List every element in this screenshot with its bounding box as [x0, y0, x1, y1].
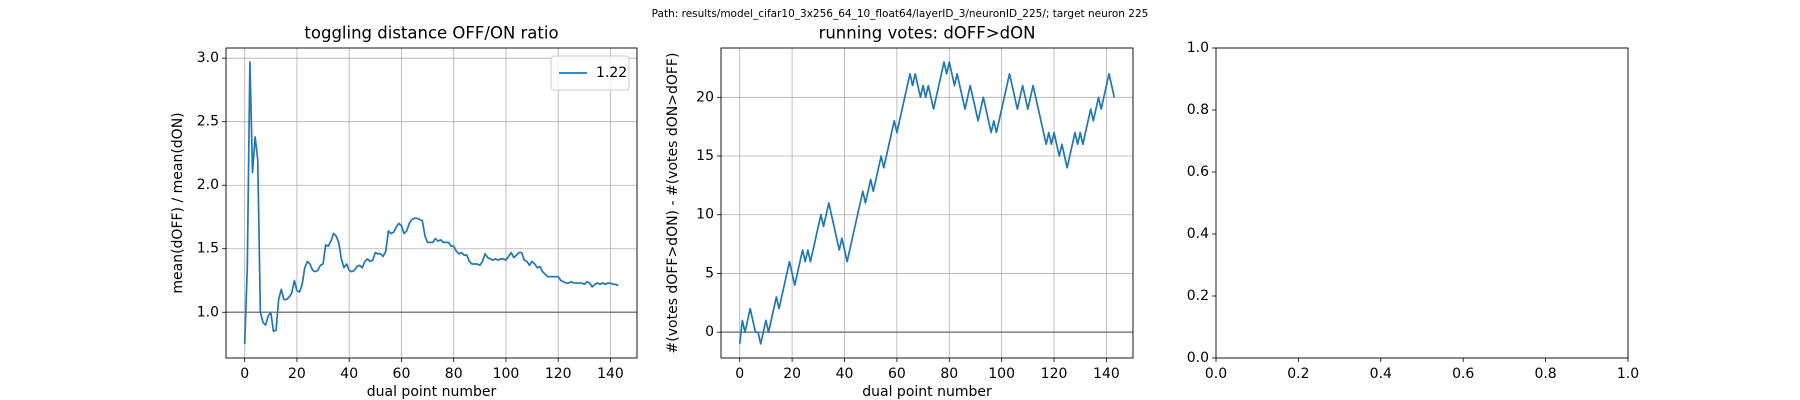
y-tick-label: 0 — [705, 324, 714, 340]
y-tick-label: 0.6 — [1187, 164, 1209, 180]
y-tick-label: 20 — [696, 89, 714, 105]
x-tick-label: 60 — [888, 366, 906, 382]
x-tick-label: 60 — [393, 366, 411, 382]
y-tick-label: 5 — [705, 265, 714, 281]
x-tick-label: 40 — [836, 366, 854, 382]
x-axis-label: dual point number — [862, 384, 992, 400]
x-tick-label: 0.0 — [1205, 366, 1227, 382]
x-tick-label: 1.0 — [1617, 366, 1639, 382]
y-tick-label: 1.0 — [197, 304, 219, 320]
y-tick-label: 0.4 — [1187, 226, 1209, 242]
y-tick-label: 10 — [696, 207, 714, 223]
figure-title: Path: results/model_cifar10_3x256_64_10_… — [652, 8, 1149, 20]
x-axis-label: dual point number — [367, 384, 497, 400]
x-tick-label: 20 — [783, 366, 801, 382]
x-tick-label: 0.6 — [1452, 366, 1474, 382]
x-tick-label: 80 — [940, 366, 958, 382]
x-tick-label: 0.4 — [1370, 366, 1392, 382]
x-tick-label: 140 — [1093, 366, 1120, 382]
x-tick-label: 40 — [340, 366, 358, 382]
axes-frame — [225, 47, 638, 359]
x-tick-label: 120 — [545, 366, 572, 382]
x-tick-label: 0 — [240, 366, 249, 382]
y-axis-label: mean(dOFF) / mean(dON) — [170, 112, 186, 293]
y-tick-label: 0.2 — [1187, 288, 1209, 304]
data-line — [738, 61, 1116, 345]
x-tick-label: 120 — [1041, 366, 1068, 382]
axes-frame — [1215, 47, 1629, 359]
y-tick-label: 3.0 — [197, 50, 219, 66]
chart-title: toggling distance OFF/ON ratio — [304, 24, 558, 43]
y-tick-label: 0.8 — [1187, 102, 1209, 118]
x-tick-label: 20 — [288, 366, 306, 382]
x-tick-label: 0.8 — [1534, 366, 1556, 382]
y-tick-label: 15 — [696, 148, 714, 164]
y-tick-label: 2.5 — [197, 114, 219, 130]
chart-title: running votes: dOFF>dON — [819, 24, 1036, 43]
x-tick-label: 0.2 — [1287, 366, 1309, 382]
x-tick-label: 100 — [493, 366, 520, 382]
y-tick-label: 2.0 — [197, 177, 219, 193]
data-line — [243, 61, 619, 345]
x-tick-label: 140 — [597, 366, 624, 382]
x-tick-label: 100 — [988, 366, 1015, 382]
y-axis-label: #(votes dOFF>dON) - #(votes dON>dOFF) — [665, 53, 681, 354]
y-tick-label: 0.0 — [1187, 350, 1209, 366]
x-tick-label: 0 — [735, 366, 744, 382]
x-tick-label: 80 — [445, 366, 463, 382]
legend-box — [550, 55, 630, 91]
axes-frame — [720, 47, 1134, 359]
legend-label: 1.22 — [596, 65, 627, 81]
y-tick-label: 1.5 — [197, 241, 219, 257]
y-tick-label: 1.0 — [1187, 40, 1209, 56]
